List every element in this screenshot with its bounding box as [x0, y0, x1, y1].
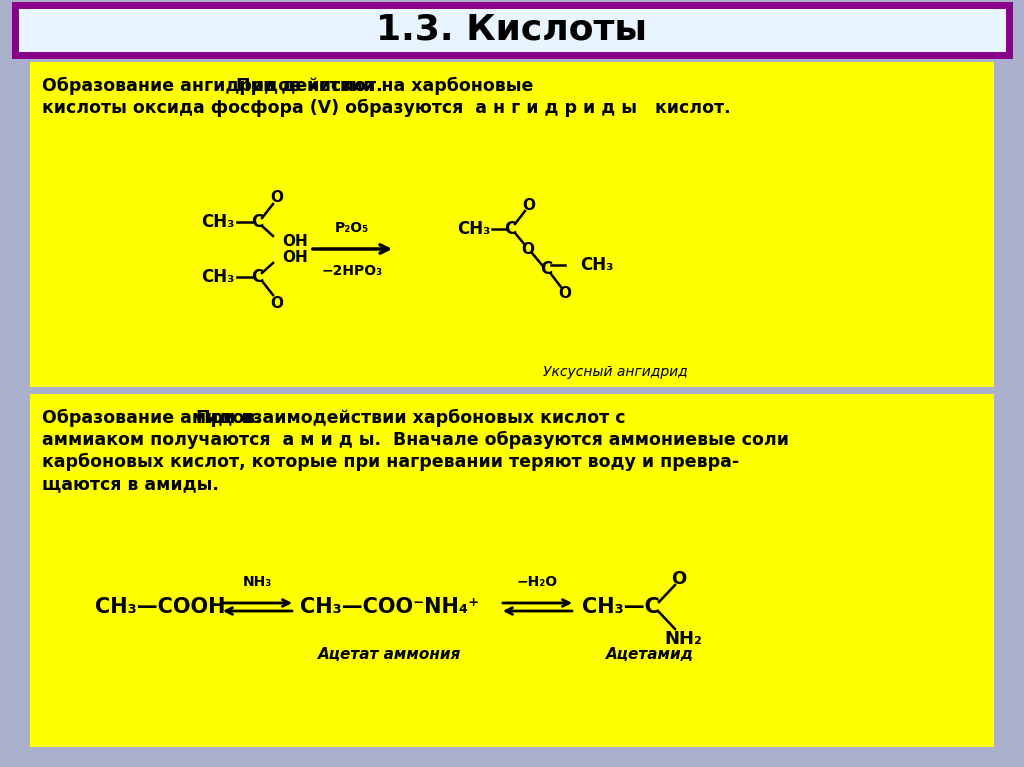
Text: CH₃—C: CH₃—C: [582, 597, 659, 617]
Text: кислоты оксида фосфора (V) образуются  а н г и д р и д ы   кислот.: кислоты оксида фосфора (V) образуются а …: [42, 99, 731, 117]
Text: O: O: [672, 570, 687, 588]
Text: При действии на харбоновые: При действии на харбоновые: [230, 77, 534, 95]
Text: −H₂O: −H₂O: [517, 575, 558, 589]
FancyBboxPatch shape: [15, 5, 1009, 55]
Text: O: O: [270, 190, 284, 206]
FancyBboxPatch shape: [30, 62, 994, 387]
Text: OH: OH: [282, 249, 308, 265]
Text: 1.3. Кислоты: 1.3. Кислоты: [377, 13, 647, 47]
Text: При взаимодействии харбоновых кислот с: При взаимодействии харбоновых кислот с: [190, 409, 626, 427]
FancyBboxPatch shape: [30, 394, 994, 747]
Text: Образование амидов.: Образование амидов.: [42, 409, 262, 427]
Text: карбоновых кислот, которые при нагревании теряют воду и превра-: карбоновых кислот, которые при нагревани…: [42, 453, 739, 471]
Text: NH₂: NH₂: [664, 630, 701, 648]
Text: CH₃—COO⁻NH₄⁺: CH₃—COO⁻NH₄⁺: [300, 597, 479, 617]
Text: −2HPO₃: −2HPO₃: [322, 264, 383, 278]
Text: O: O: [558, 285, 571, 301]
Text: OH: OH: [282, 235, 308, 249]
Text: CH₃: CH₃: [457, 220, 490, 238]
Text: O: O: [521, 242, 535, 256]
Text: щаются в амиды.: щаются в амиды.: [42, 475, 219, 493]
Text: NH₃: NH₃: [243, 575, 272, 589]
Text: C: C: [251, 213, 263, 231]
Text: CH₃: CH₃: [580, 256, 613, 274]
Text: P₂O₅: P₂O₅: [335, 221, 369, 235]
Text: Уксусный ангидрид: Уксусный ангидрид: [543, 365, 687, 379]
Text: C: C: [251, 268, 263, 286]
Text: CH₃: CH₃: [202, 268, 234, 286]
Text: O: O: [522, 197, 536, 212]
Text: CH₃: CH₃: [202, 213, 234, 231]
Text: C: C: [540, 260, 552, 278]
Text: Образование ангидридов кислот.: Образование ангидридов кислот.: [42, 77, 383, 95]
Text: O: O: [270, 295, 284, 311]
Text: C: C: [504, 220, 516, 238]
Text: Ацетамид: Ацетамид: [606, 647, 694, 662]
Text: аммиаком получаются  а м и д ы.  Вначале образуются аммониевые соли: аммиаком получаются а м и д ы. Вначале о…: [42, 431, 790, 449]
Text: CH₃—COOH: CH₃—COOH: [95, 597, 225, 617]
Text: Ацетат аммония: Ацетат аммония: [318, 647, 462, 662]
